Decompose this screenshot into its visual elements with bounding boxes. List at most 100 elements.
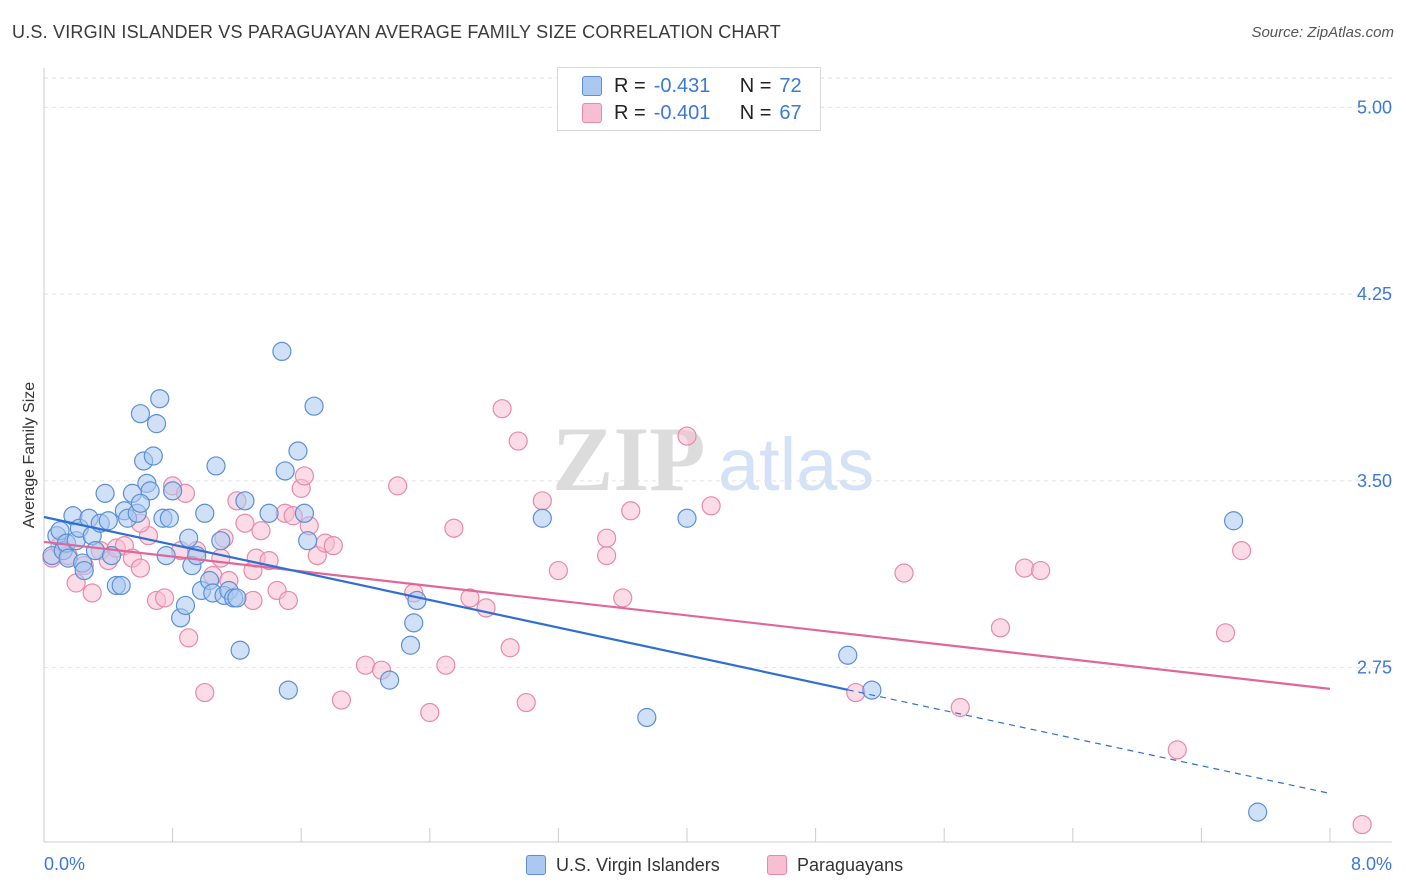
legend-r-label: R = (614, 101, 646, 124)
series-usvi-points (42, 341, 1268, 822)
bottom-legend-usvi: U.S. Virgin Islanders (526, 852, 720, 878)
legend-row-usvi: R = -0.431 N = 72 (582, 73, 802, 99)
point-paraguayans (294, 466, 315, 486)
point-paraguayans (548, 560, 569, 581)
point-paraguayans (1231, 541, 1252, 561)
point-usvi (298, 531, 318, 551)
point-paraguayans (508, 431, 528, 451)
point-paraguayans (444, 518, 464, 538)
legend-n-label: N = (739, 101, 772, 124)
point-usvi (275, 461, 295, 481)
point-usvi (862, 680, 882, 700)
point-usvi (175, 595, 196, 616)
correlation-legend: R = -0.431 N = 72 R = -0.401 N = 67 (557, 67, 821, 131)
y-axis-title: Average Family Size (21, 382, 38, 529)
point-paraguayans (492, 399, 512, 419)
point-paraguayans (621, 501, 641, 521)
trend-lines (43, 515, 1331, 795)
watermark-atlas: atlas (718, 423, 874, 506)
y-tick-label: 4.25 (1357, 284, 1392, 304)
point-usvi (380, 670, 400, 690)
point-usvi (130, 404, 151, 424)
point-usvi (146, 414, 167, 434)
legend-n-label: N = (739, 74, 772, 97)
point-usvi (259, 503, 279, 523)
point-usvi (179, 528, 199, 548)
legend-n-value: 72 (779, 74, 802, 97)
x-tick-label: 0.0% (44, 854, 85, 874)
chart-title: U.S. VIRGIN ISLANDER VS PARAGUAYAN AVERA… (12, 22, 781, 42)
point-paraguayans (331, 690, 351, 710)
point-paraguayans (154, 588, 175, 608)
point-usvi (404, 613, 424, 633)
point-paraguayans (950, 697, 970, 718)
bottom-legend-swatch-blue (526, 855, 546, 875)
point-usvi (111, 575, 131, 596)
point-paraguayans (179, 628, 199, 648)
point-paraguayans (516, 692, 536, 713)
point-usvi (150, 389, 170, 409)
point-paraguayans (894, 563, 914, 583)
point-usvi (130, 493, 151, 513)
point-usvi (211, 531, 231, 551)
y-tick-label: 5.00 (1357, 97, 1392, 117)
point-usvi (1223, 511, 1244, 531)
point-paraguayans (436, 655, 456, 675)
legend-row-paraguayans: R = -0.401 N = 67 (582, 100, 802, 126)
chart-source: Source: ZipAtlas.com (1251, 24, 1394, 41)
point-paraguayans (1014, 558, 1035, 578)
point-paraguayans (323, 536, 343, 556)
point-paraguayans (613, 588, 633, 608)
point-paraguayans (195, 682, 215, 703)
point-usvi (206, 456, 226, 476)
grid-lines (44, 77, 1392, 669)
point-paraguayans (130, 558, 151, 578)
point-paraguayans (388, 476, 408, 496)
y-tick-labels: 2.75 3.50 4.25 5.00 (1357, 97, 1392, 677)
legend-swatch-pink (582, 103, 602, 123)
point-usvi (74, 560, 94, 581)
point-usvi (1248, 802, 1268, 822)
point-paraguayans (597, 528, 617, 548)
watermark: ZIP atlas (552, 408, 874, 510)
point-usvi (637, 707, 657, 728)
point-paraguayans (500, 638, 520, 658)
point-paraguayans (1215, 623, 1236, 643)
point-paraguayans (701, 496, 721, 516)
axes (43, 68, 1392, 843)
legend-r-value: -0.401 (653, 101, 711, 124)
point-usvi (235, 491, 255, 511)
point-paraguayans (990, 618, 1011, 638)
watermark-zip: ZIP (552, 408, 705, 510)
bottom-legend-label-paraguayans: Paraguayans (797, 854, 904, 875)
trend-line-usvi (43, 515, 848, 691)
point-usvi (230, 640, 250, 660)
point-usvi (294, 503, 315, 523)
point-paraguayans (420, 702, 440, 723)
point-usvi (163, 481, 183, 501)
point-usvi (288, 441, 308, 461)
point-usvi (85, 541, 106, 561)
point-paraguayans (211, 548, 231, 568)
point-paraguayans (82, 583, 102, 603)
trend-line-paraguayans (43, 540, 1331, 690)
point-paraguayans (243, 590, 263, 611)
trend-line-usvi-extrapolated (847, 689, 1331, 795)
point-paraguayans (1352, 814, 1372, 835)
point-paraguayans (355, 655, 376, 675)
point-paraguayans (251, 521, 271, 541)
legend-swatch-blue (582, 76, 602, 96)
legend-r-value: -0.431 (653, 74, 711, 97)
point-paraguayans (532, 491, 552, 511)
point-usvi (532, 508, 552, 528)
point-paraguayans (597, 546, 617, 566)
point-usvi (272, 341, 292, 362)
point-usvi (407, 590, 427, 611)
point-usvi (159, 508, 179, 528)
point-usvi (304, 396, 324, 416)
point-usvi (98, 511, 118, 531)
point-paraguayans (677, 426, 697, 446)
point-usvi (400, 635, 421, 655)
y-tick-label: 3.50 (1357, 471, 1392, 491)
